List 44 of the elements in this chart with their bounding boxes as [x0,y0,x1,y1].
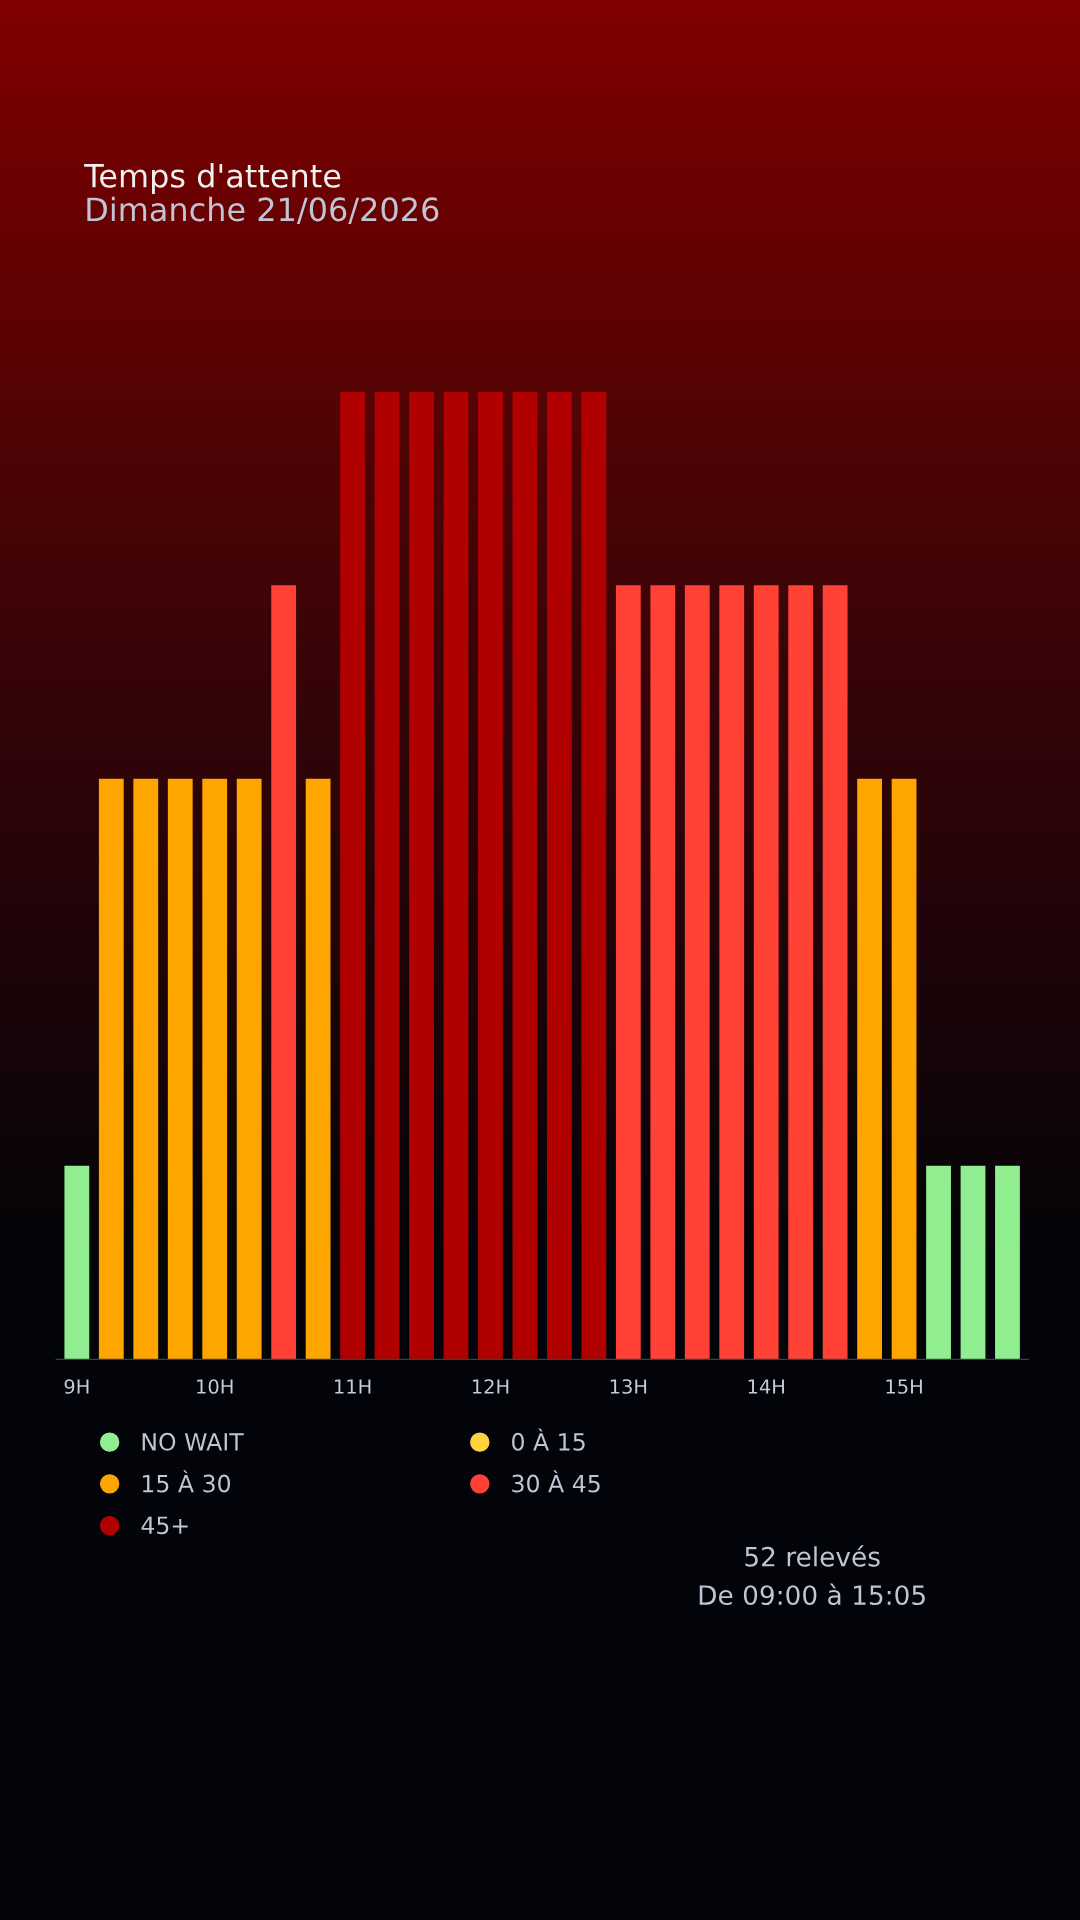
bar [615,585,641,1360]
bar [409,391,434,1360]
legend-label: 0 À 15 [512,1428,585,1451]
x-tick-label: 13H [610,1379,647,1394]
chart-subtitle: Dimanche 21/06/2026 [87,196,439,224]
x-tick-label: 14H [748,1379,784,1394]
x-tick-label: 9H [64,1379,89,1394]
bar [478,391,503,1360]
bar [753,585,779,1360]
chart-title: Temps d'attente [84,163,341,195]
bar [546,391,572,1360]
bar [995,1165,1020,1360]
bar [788,585,814,1360]
bar [719,585,745,1360]
legend-label: NO WAIT [142,1432,244,1451]
bar [822,585,848,1360]
bar [305,778,331,1360]
text: 52 relevés [745,1545,880,1567]
bar [98,778,124,1360]
x-tick-label: 12H [472,1379,509,1394]
legend-label: 15 À 30 [142,1470,231,1493]
bar [512,391,538,1360]
legend-label: 45+ [141,1516,188,1535]
bar [64,1165,90,1360]
bar [857,778,883,1360]
bar [684,585,710,1360]
x-tick-label: 10H [197,1379,233,1394]
text: De 09:00 à 15:05 [699,1583,925,1606]
bar [926,1165,951,1360]
x-tick-label: 11H [335,1379,371,1394]
legend-label: 30 À 45 [512,1470,600,1493]
bar [340,391,365,1360]
bar [443,391,469,1360]
bar [133,778,159,1360]
bar [202,778,228,1360]
bar [581,391,607,1360]
bar [236,778,262,1360]
bar [960,1165,986,1360]
bar [650,585,676,1360]
bar [271,585,297,1360]
x-tick-label: 15H [886,1379,922,1394]
bar [167,778,193,1360]
bar [374,391,400,1360]
bar [891,778,917,1360]
